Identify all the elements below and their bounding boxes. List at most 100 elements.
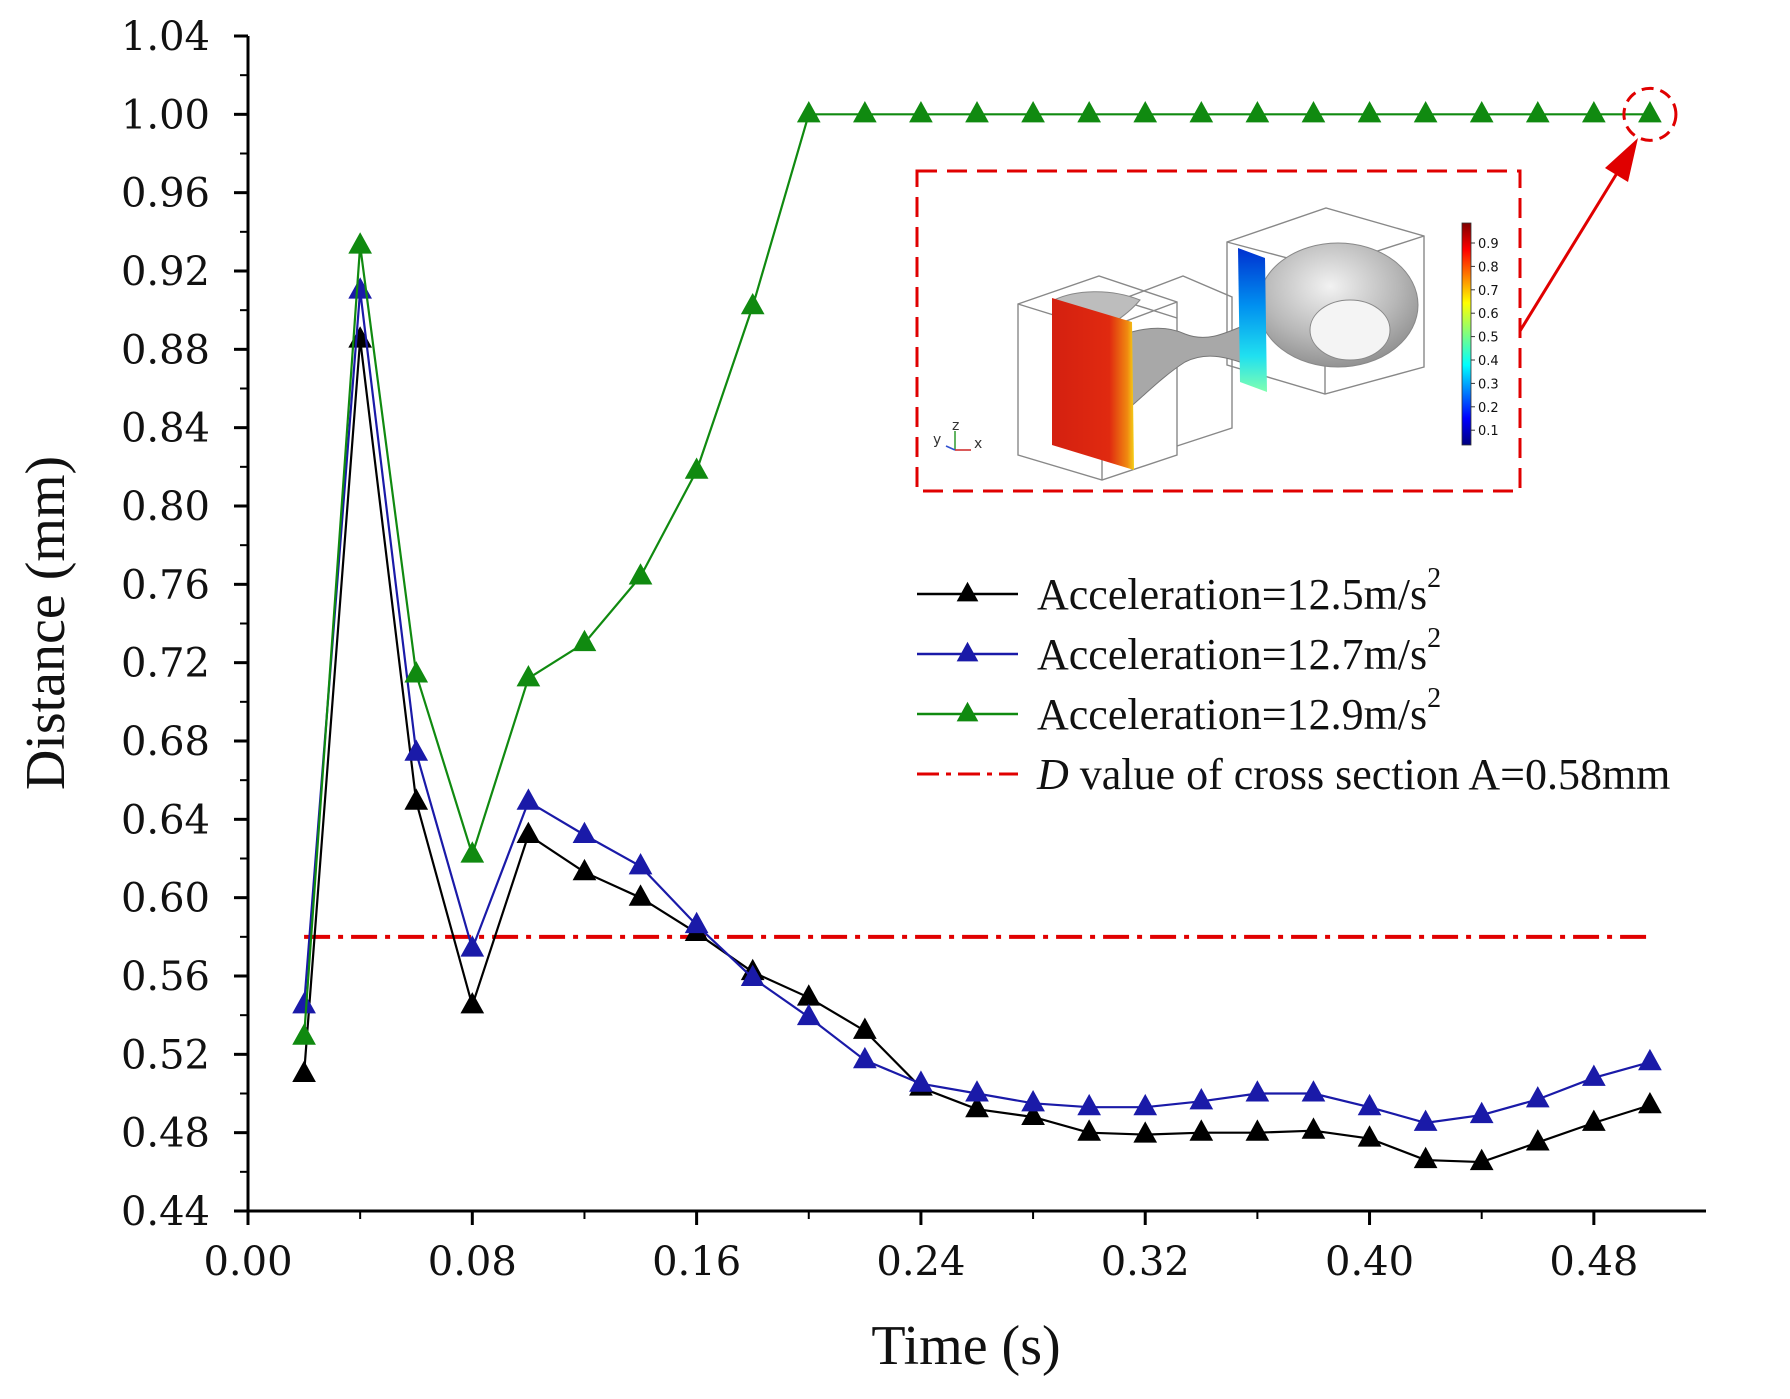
inset-colorbar (1461, 222, 1472, 446)
x-tick-label: 0.40 (1325, 1239, 1414, 1285)
data-point (1133, 101, 1158, 123)
data-point (1189, 1119, 1214, 1141)
data-point (796, 101, 821, 123)
colorbar-tick-label: 0.2 (1478, 401, 1499, 416)
data-point (1245, 101, 1270, 123)
y-tick-label: 1.00 (121, 92, 210, 138)
legend-label-sup: 2 (1427, 623, 1441, 654)
inset-colorbar-ticks: 0.9 0.8 0.7 0.6 0.5 0.4 0.3 0.2 0.1 (1471, 237, 1499, 439)
data-point (516, 788, 541, 810)
data-point (516, 665, 541, 687)
x-axis-title: Time (s) (871, 1315, 1060, 1377)
series-3 (292, 101, 1662, 1045)
y-tick-label: 0.84 (121, 406, 210, 452)
data-point (1525, 1129, 1550, 1151)
data-point (740, 292, 765, 315)
data-point (1189, 101, 1214, 123)
highlight-circle (1622, 86, 1678, 142)
data-point (572, 858, 597, 881)
x-tick-label: 0.48 (1549, 1239, 1638, 1285)
data-point (348, 232, 373, 254)
data-point (1189, 1088, 1214, 1110)
data-point (460, 935, 485, 957)
data-point (1357, 1125, 1382, 1147)
data-point (1077, 1093, 1102, 1116)
legend-marker (956, 701, 979, 722)
data-point (348, 277, 373, 299)
data-point (1469, 101, 1494, 123)
y-tick-label: 0.96 (121, 171, 210, 217)
data-point (1077, 1119, 1102, 1141)
y-tick-label: 0.44 (121, 1189, 210, 1235)
data-point (1413, 101, 1438, 123)
data-point (909, 101, 933, 123)
triad-y-axis (945, 445, 956, 451)
x-tick-label: 0.08 (428, 1239, 517, 1285)
data-point (1638, 1091, 1662, 1114)
x-tick-label: 0.32 (1101, 1239, 1190, 1285)
y-tick-label: 0.68 (121, 719, 210, 765)
legend-label-rest: value of cross section A=0.58mm (1069, 750, 1671, 799)
colorbar-tick-label: 0.3 (1478, 377, 1499, 392)
data-point (460, 992, 485, 1014)
data-point (965, 1095, 989, 1118)
data-point (1301, 1080, 1326, 1102)
inset-slice-b (1238, 248, 1267, 392)
data-point (1077, 101, 1102, 123)
y-tick-label: 0.64 (121, 797, 210, 843)
colorbar-tick-label: 0.9 (1478, 237, 1499, 252)
x-ticks: 0.00 0.08 0.16 0.24 0.32 0.40 0.48 (203, 1211, 1638, 1285)
legend-marker (956, 581, 979, 602)
colorbar-tick-label: 0.7 (1478, 284, 1499, 299)
data-point (1413, 1109, 1438, 1131)
highlight-arrow (1518, 164, 1624, 332)
y-tick-label: 0.60 (121, 876, 210, 922)
y-tick-label: 0.92 (121, 249, 210, 295)
data-point (1301, 101, 1326, 123)
legend-item: Acceleration=12.7m/s2 (917, 623, 1441, 679)
data-point (684, 457, 709, 479)
data-point (1021, 101, 1045, 123)
y-axis-title: Distance (mm) (15, 456, 77, 790)
data-point (684, 911, 709, 934)
data-point (852, 101, 877, 123)
colorbar-tick-label: 0.1 (1478, 424, 1499, 439)
legend-label-sup: 2 (1427, 563, 1441, 594)
y-tick-label: 0.76 (121, 562, 210, 608)
data-point (404, 788, 429, 810)
legend-label-sup: 2 (1427, 683, 1441, 714)
data-point (628, 853, 653, 875)
data-point (796, 1003, 821, 1026)
data-point (628, 563, 653, 585)
colorbar-tick-label: 0.8 (1478, 260, 1499, 275)
data-point (460, 841, 485, 863)
legend-marker (956, 641, 979, 662)
data-point (572, 629, 597, 652)
data-point (852, 1046, 877, 1069)
x-tick-label: 0.00 (203, 1239, 292, 1285)
inset-slice-a (1052, 298, 1134, 470)
legend-label-italic: D (1036, 750, 1069, 799)
data-point (292, 992, 316, 1014)
colorbar-tick-label: 0.4 (1478, 354, 1499, 369)
colorbar-tick-label: 0.5 (1478, 331, 1499, 346)
y-ticks: 0.44 0.48 0.52 0.56 0.60 0.64 0.68 0.72 0.76 0.80… (121, 14, 248, 1235)
y-tick-label: 0.52 (121, 1032, 210, 1078)
data-point (628, 884, 653, 906)
data-point (852, 1017, 877, 1039)
data-point (1021, 1103, 1045, 1126)
highlight-arrowhead (1605, 138, 1638, 182)
y-tick-label: 0.80 (121, 484, 210, 530)
inset-figure: 0.9 0.8 0.7 0.6 0.5 0.4 0.3 0.2 0.1 y z x (915, 169, 1522, 493)
data-point (740, 964, 765, 986)
x-tick-label: 0.16 (652, 1239, 741, 1285)
data-point (572, 821, 597, 844)
series-2 (292, 277, 1662, 1131)
data-point (1133, 1121, 1158, 1143)
data-point (1245, 1080, 1270, 1102)
inset-frame (915, 169, 1522, 493)
y-tick-label: 1.04 (121, 14, 210, 60)
data-point (292, 1060, 316, 1082)
triad-y-label: y (933, 432, 941, 448)
